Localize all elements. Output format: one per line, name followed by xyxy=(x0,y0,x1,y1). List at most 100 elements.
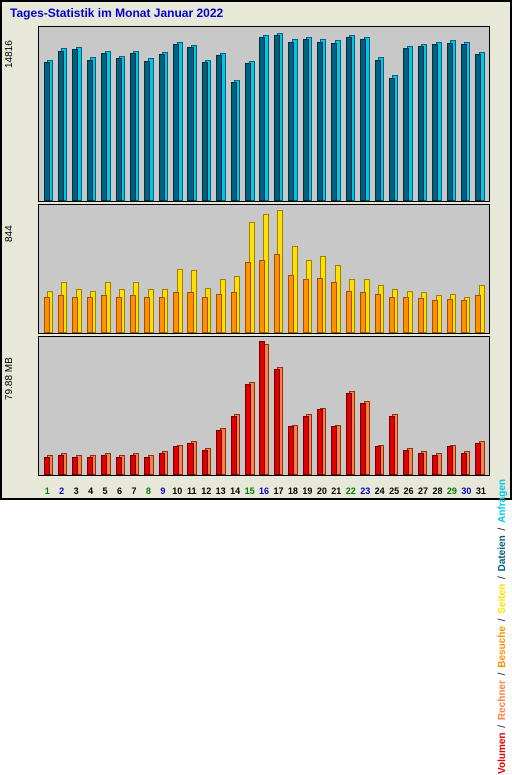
bar-group xyxy=(329,27,343,201)
day-slot xyxy=(286,337,300,475)
day-slot xyxy=(156,27,170,201)
bar-dateien xyxy=(159,54,165,201)
bar-besuche xyxy=(72,297,78,333)
day-slot xyxy=(329,205,343,333)
bar-besuche xyxy=(288,275,294,333)
bar-dateien xyxy=(202,62,208,201)
bar-group xyxy=(199,205,213,333)
bars-middle xyxy=(39,205,489,333)
bar-group xyxy=(271,205,285,333)
day-slot xyxy=(329,27,343,201)
bar-group xyxy=(401,27,415,201)
bar-group xyxy=(214,27,228,201)
day-slot xyxy=(242,337,256,475)
bar-group xyxy=(358,205,372,333)
day-slot xyxy=(84,337,98,475)
bar-group xyxy=(113,337,127,475)
bar-dateien xyxy=(418,46,424,201)
bar-volumen xyxy=(101,455,107,475)
day-slot xyxy=(271,337,285,475)
bar-group xyxy=(127,205,141,333)
bar-dateien xyxy=(317,42,323,201)
bar-volumen xyxy=(187,443,193,475)
bars-bottom xyxy=(39,337,489,475)
x-tick: 10 xyxy=(170,486,184,496)
bar-group xyxy=(372,27,386,201)
day-slot xyxy=(242,27,256,201)
bar-besuche xyxy=(87,297,93,333)
bar-group xyxy=(84,205,98,333)
day-slot xyxy=(171,205,185,333)
bar-volumen xyxy=(288,426,294,475)
day-slot xyxy=(329,337,343,475)
bar-dateien xyxy=(187,47,193,201)
legend-separator: / xyxy=(497,721,508,731)
x-tick: 21 xyxy=(329,486,343,496)
day-slot xyxy=(358,27,372,201)
day-slot xyxy=(415,27,429,201)
bar-group xyxy=(343,337,357,475)
day-slot xyxy=(386,27,400,201)
day-slot xyxy=(271,27,285,201)
bar-volumen xyxy=(360,403,366,475)
bar-dateien xyxy=(389,78,395,201)
bar-group xyxy=(41,27,55,201)
bar-dateien xyxy=(216,55,222,201)
legend-separator: / xyxy=(497,615,508,625)
legend-item-besuche: Besuche xyxy=(497,625,508,669)
bar-volumen xyxy=(432,455,438,475)
bar-group xyxy=(329,337,343,475)
day-slot xyxy=(257,337,271,475)
day-slot xyxy=(99,27,113,201)
bar-group xyxy=(113,205,127,333)
bar-besuche xyxy=(173,292,179,333)
bar-dateien xyxy=(173,44,179,201)
day-slot xyxy=(300,337,314,475)
day-slot xyxy=(228,27,242,201)
bar-group xyxy=(271,27,285,201)
bar-group xyxy=(142,27,156,201)
bar-besuche xyxy=(202,297,208,333)
bar-group xyxy=(329,205,343,333)
bar-group xyxy=(55,27,69,201)
day-slot xyxy=(386,337,400,475)
bar-group xyxy=(142,205,156,333)
bar-dateien xyxy=(375,60,381,201)
bar-besuche xyxy=(461,300,467,333)
x-tick: 15 xyxy=(242,486,256,496)
bar-besuche xyxy=(447,299,453,333)
bar-dateien xyxy=(259,37,265,201)
bar-besuche xyxy=(159,297,165,333)
day-slot xyxy=(113,337,127,475)
bar-volumen xyxy=(87,457,93,476)
bar-volumen xyxy=(447,446,453,475)
bar-group xyxy=(257,205,271,333)
day-slot xyxy=(113,205,127,333)
day-slot xyxy=(84,205,98,333)
bar-volumen xyxy=(346,393,352,475)
bar-group xyxy=(286,27,300,201)
bar-group xyxy=(386,337,400,475)
bar-group xyxy=(430,337,444,475)
day-slot xyxy=(214,205,228,333)
day-slot xyxy=(257,27,271,201)
bar-group xyxy=(415,27,429,201)
x-tick: 6 xyxy=(112,486,126,496)
bar-besuche xyxy=(245,262,251,333)
bar-dateien xyxy=(144,61,150,201)
bar-group xyxy=(171,27,185,201)
x-tick: 24 xyxy=(372,486,386,496)
bar-dateien xyxy=(288,42,294,201)
day-slot xyxy=(386,205,400,333)
bar-volumen xyxy=(159,453,165,475)
x-tick: 22 xyxy=(344,486,358,496)
bar-dateien xyxy=(331,43,337,201)
bar-group xyxy=(343,27,357,201)
bar-group xyxy=(41,337,55,475)
x-tick: 17 xyxy=(271,486,285,496)
bar-volumen xyxy=(130,455,136,475)
bar-besuche xyxy=(317,278,323,333)
bar-group xyxy=(242,205,256,333)
day-slot xyxy=(343,27,357,201)
day-slot xyxy=(70,337,84,475)
